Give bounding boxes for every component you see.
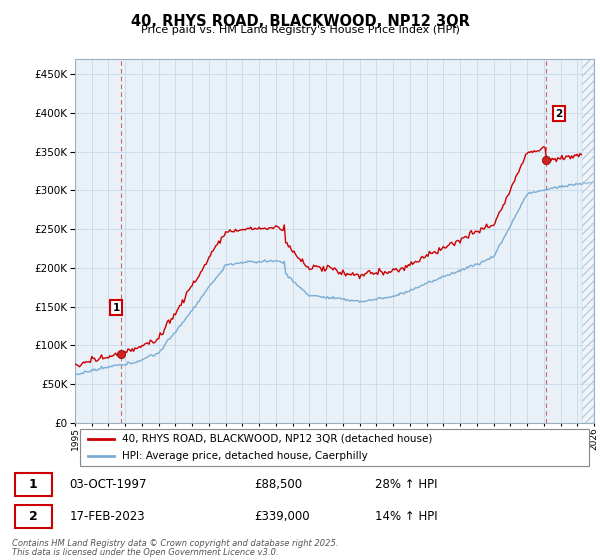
Text: HPI: Average price, detached house, Caerphilly: HPI: Average price, detached house, Caer…: [122, 451, 367, 461]
Text: £88,500: £88,500: [254, 478, 302, 491]
FancyBboxPatch shape: [15, 505, 52, 529]
Text: 1: 1: [112, 303, 119, 313]
Text: 1: 1: [29, 478, 38, 491]
Text: 2: 2: [556, 109, 563, 119]
Text: Price paid vs. HM Land Registry's House Price Index (HPI): Price paid vs. HM Land Registry's House …: [140, 25, 460, 35]
Text: 14% ↑ HPI: 14% ↑ HPI: [375, 510, 437, 523]
Text: Contains HM Land Registry data © Crown copyright and database right 2025.: Contains HM Land Registry data © Crown c…: [12, 539, 338, 548]
Text: 40, RHYS ROAD, BLACKWOOD, NP12 3QR (detached house): 40, RHYS ROAD, BLACKWOOD, NP12 3QR (deta…: [122, 433, 432, 444]
Text: 40, RHYS ROAD, BLACKWOOD, NP12 3QR: 40, RHYS ROAD, BLACKWOOD, NP12 3QR: [131, 14, 469, 29]
Polygon shape: [582, 59, 594, 423]
Text: £339,000: £339,000: [254, 510, 310, 523]
Text: 2: 2: [29, 510, 38, 523]
FancyBboxPatch shape: [15, 473, 52, 496]
Text: 28% ↑ HPI: 28% ↑ HPI: [375, 478, 437, 491]
Text: This data is licensed under the Open Government Licence v3.0.: This data is licensed under the Open Gov…: [12, 548, 278, 557]
FancyBboxPatch shape: [80, 430, 589, 465]
Text: 17-FEB-2023: 17-FEB-2023: [70, 510, 145, 523]
Text: 03-OCT-1997: 03-OCT-1997: [70, 478, 147, 491]
